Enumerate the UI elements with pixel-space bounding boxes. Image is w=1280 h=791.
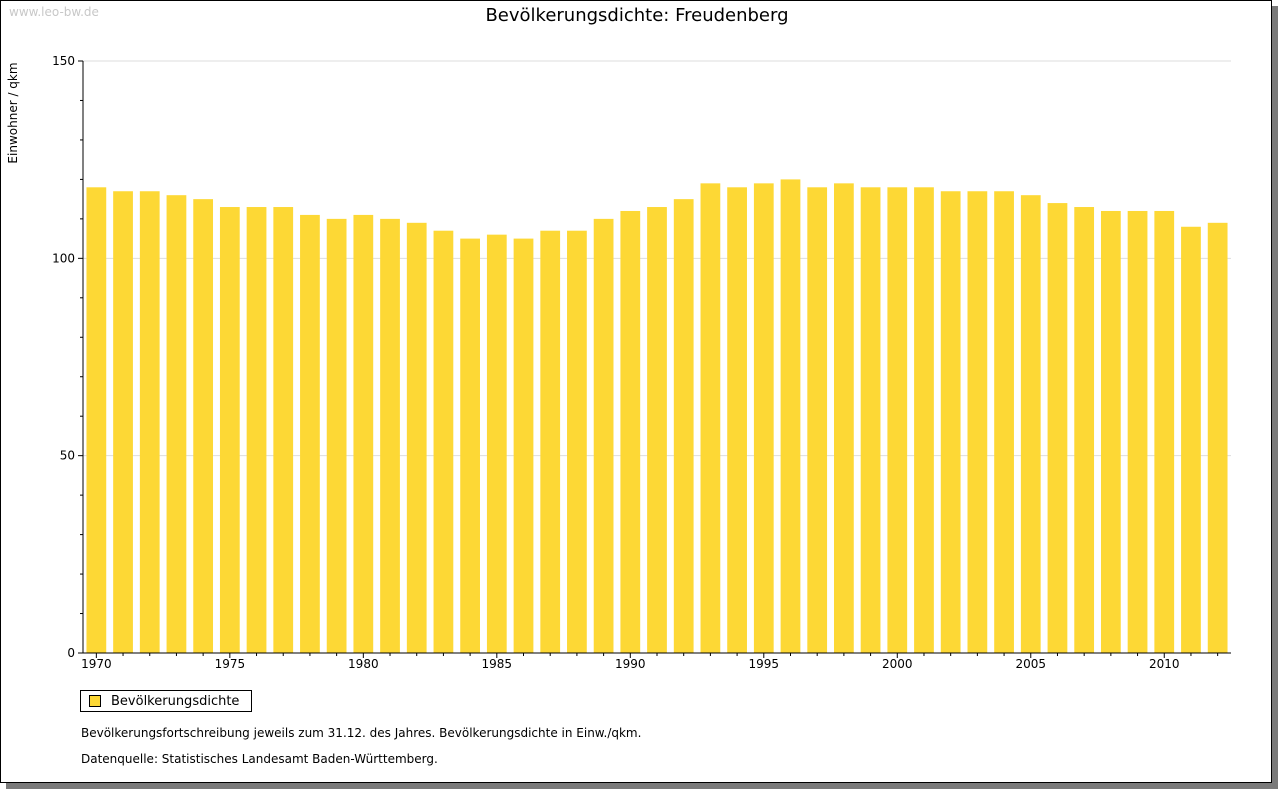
bar [300,214,320,654]
bar [727,187,747,653]
bar [1100,210,1121,653]
legend-swatch [89,695,101,707]
bar [113,191,133,654]
chart-title: Bevölkerungsdichte: Freudenberg [485,5,789,26]
bar [994,191,1014,654]
bar [673,199,694,653]
bar [540,230,561,653]
bar [193,199,214,653]
x-tick-label: 2000 [882,657,913,671]
bar [647,207,667,653]
bar [246,207,267,653]
legend: Bevölkerungsdichte [80,690,253,712]
bar [1127,210,1148,653]
x-tick-label: 1975 [215,657,246,671]
bar [620,210,641,653]
bar [380,218,400,653]
x-tick-label: 1970 [81,657,112,671]
x-tick-label: 1995 [749,657,780,671]
bar [273,207,294,653]
bar [219,207,240,653]
legend-label: Bevölkerungsdichte [111,693,240,709]
bar [1181,226,1201,653]
y-tick-label: 150 [52,54,75,68]
x-tick-label: 1985 [482,657,513,671]
y-tick-label: 100 [52,251,75,265]
bar [406,222,427,653]
bar [940,191,961,654]
bar [914,187,934,653]
description-note: Bevölkerungsfortschreibung jeweils zum 3… [81,726,642,740]
x-tick-label: 2005 [1015,657,1046,671]
bar [460,238,480,653]
y-tick-label: 50 [60,449,75,463]
bar [513,238,534,653]
bar [593,218,614,653]
bar [887,187,908,653]
bar [967,191,988,654]
bar [486,234,507,654]
bar [1020,195,1041,654]
y-tick-label: 0 [67,646,75,660]
bar [1207,222,1228,653]
bar [780,179,801,653]
bar [433,230,454,653]
x-tick-label: 1990 [615,657,646,671]
bar [807,187,828,653]
x-tick-label: 2010 [1149,657,1180,671]
bar [166,195,187,654]
bar [1154,210,1175,653]
bar [86,187,107,653]
bar [700,183,721,653]
bar [860,187,881,653]
bar [353,214,374,654]
source-note: Datenquelle: Statistisches Landesamt Bad… [81,752,438,766]
x-tick-label: 1980 [348,657,379,671]
watermark: www.leo-bw.de [9,5,99,19]
bar [326,218,347,653]
bar [834,183,854,653]
bar [139,191,160,654]
bar [1074,207,1095,653]
bar [1047,203,1068,653]
bar [567,230,587,653]
bar [753,183,774,653]
